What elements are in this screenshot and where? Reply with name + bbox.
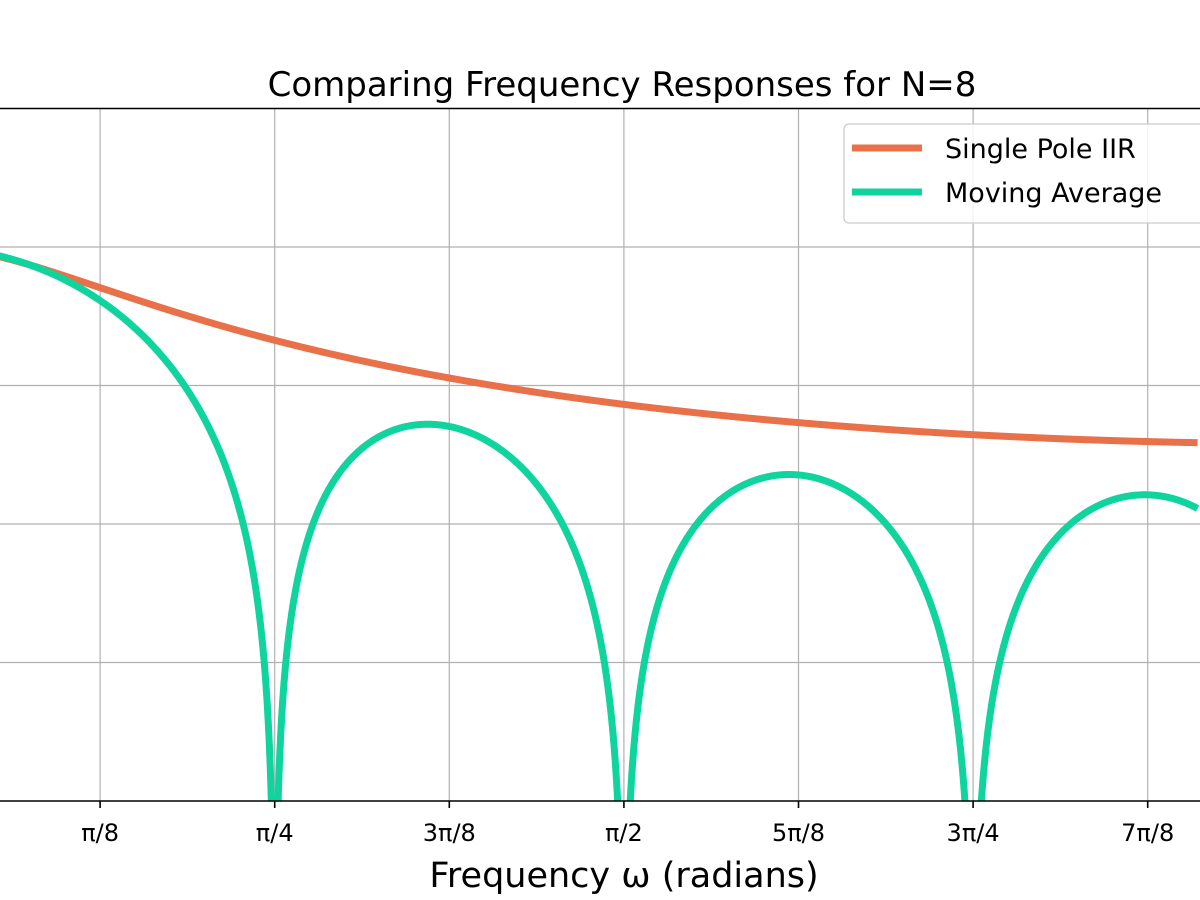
x-tick-label: π/8 <box>81 819 119 847</box>
x-ticks: π/8 π/4 3π/8 π/2 5π/8 3π/4 7π/8 <box>81 801 1174 847</box>
x-tick-label: 5π/8 <box>772 819 825 847</box>
x-tick-label: π/4 <box>256 819 294 847</box>
series-line-moving-average <box>0 252 1200 801</box>
legend-box <box>843 123 1200 224</box>
legend-label: Single Pole IIR <box>945 134 1136 165</box>
legend-label: Moving Average <box>945 178 1162 209</box>
grid <box>0 108 1200 801</box>
x-tick-label: 3π/8 <box>423 819 476 847</box>
x-tick-label: 3π/4 <box>947 819 1000 847</box>
x-tick-label: 7π/8 <box>1121 819 1174 847</box>
legend: Single Pole IIR Moving Average <box>843 123 1200 224</box>
series-line-single-pole-iir <box>0 253 1200 447</box>
chart-title: Comparing Frequency Responses for N=8 <box>268 65 977 105</box>
axes <box>0 107 1200 802</box>
series-layer <box>0 252 1200 801</box>
x-axis-label: Frequency ω (radians) <box>429 856 818 896</box>
x-tick-label: π/2 <box>605 819 643 847</box>
